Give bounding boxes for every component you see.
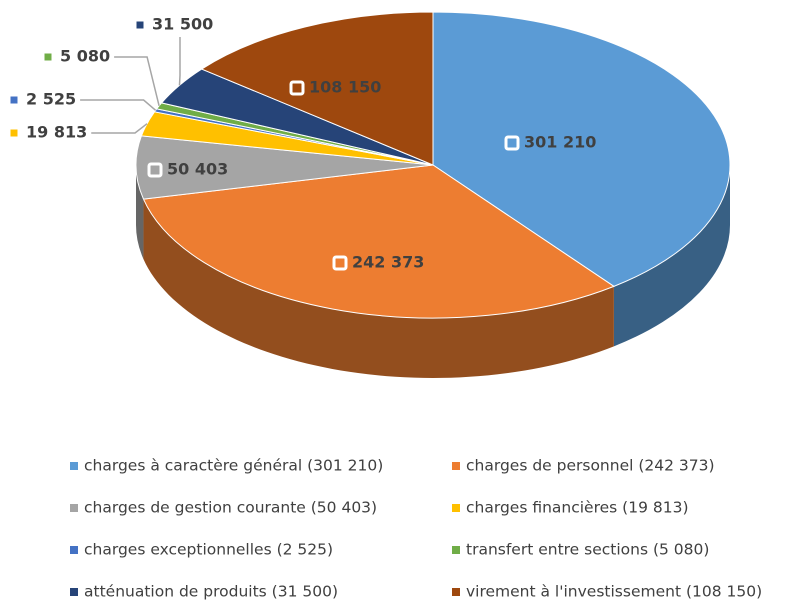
label-marker — [44, 53, 52, 61]
value-label: 5 080 — [60, 47, 110, 66]
label-marker — [332, 255, 348, 271]
legend-swatch — [452, 588, 460, 596]
legend-swatch — [70, 546, 78, 554]
legend-label: charges à caractère général (301 210) — [84, 457, 383, 475]
slice-side — [136, 165, 144, 260]
leader-line — [80, 99, 157, 111]
slice — [135, 135, 434, 260]
legend-swatch — [452, 546, 460, 554]
value-label: 31 500 — [152, 15, 213, 34]
label-marker — [289, 80, 305, 96]
slice — [142, 164, 615, 378]
legend-label: charges de gestion courante (50 403) — [84, 499, 377, 517]
slice — [200, 11, 434, 166]
label-marker — [136, 21, 144, 29]
legend-label: atténuation de produits (31 500) — [84, 583, 338, 601]
legend-label: charges de personnel (242 373) — [466, 457, 715, 475]
legend-swatch — [452, 462, 460, 470]
value-label: 108 150 — [309, 78, 381, 97]
label-marker — [10, 129, 18, 137]
value-label: 242 373 — [352, 253, 424, 272]
slice-top — [200, 11, 434, 166]
value-label: 301 210 — [524, 133, 596, 152]
label-marker — [10, 96, 18, 104]
legend-swatch — [70, 588, 78, 596]
slice-side — [143, 199, 614, 378]
slice-top — [135, 135, 434, 200]
legend-label: virement à l'investissement (108 150) — [466, 583, 762, 601]
legend-label: transfert entre sections (5 080) — [466, 541, 709, 559]
legend-swatch — [70, 504, 78, 512]
label-marker — [504, 135, 520, 151]
slice — [432, 11, 731, 347]
legend-swatch — [70, 462, 78, 470]
leader-line — [178, 37, 181, 86]
value-label: 50 403 — [167, 160, 228, 179]
legend-label: charges financières (19 813) — [466, 499, 689, 517]
value-label: 2 525 — [26, 90, 76, 109]
slice-side — [613, 165, 730, 347]
slice-top — [432, 11, 731, 287]
leader-line — [114, 56, 160, 107]
label-marker — [147, 162, 163, 178]
legend-label: charges exceptionnelles (2 525) — [84, 541, 333, 559]
legend-swatch — [452, 504, 460, 512]
leader-line — [91, 123, 148, 134]
slice-top — [142, 164, 615, 319]
value-label: 19 813 — [26, 123, 87, 142]
